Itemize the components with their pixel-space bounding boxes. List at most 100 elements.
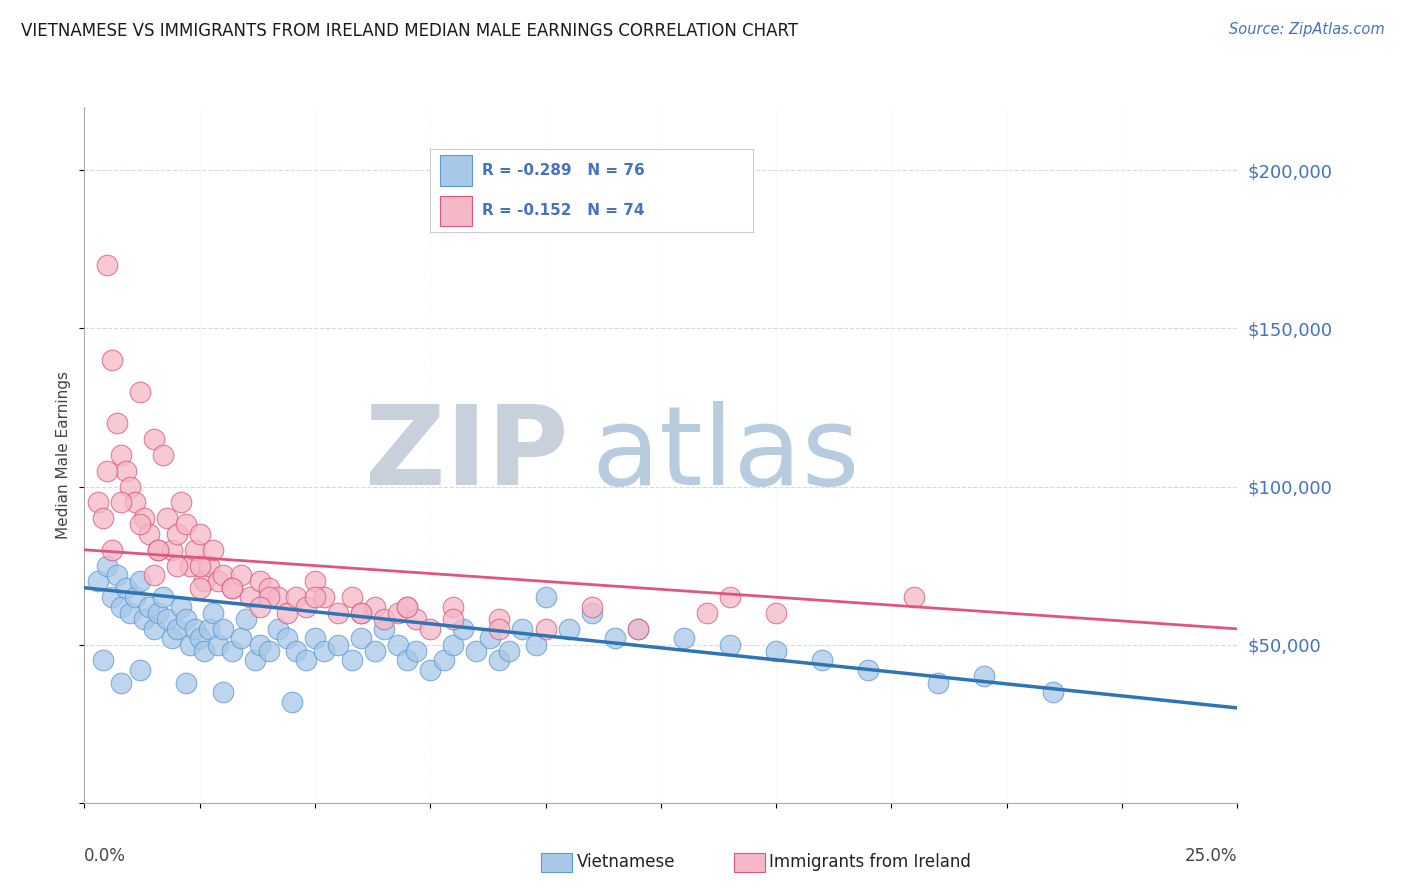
Point: [91, 511, 114, 525]
Point: [534, 591, 557, 605]
Point: [211, 685, 233, 699]
Point: [498, 644, 520, 658]
Point: [627, 622, 650, 636]
Point: [581, 599, 603, 614]
Point: [96, 258, 118, 272]
Point: [419, 663, 441, 677]
Point: [166, 558, 188, 573]
Point: [170, 599, 193, 614]
Point: [314, 591, 336, 605]
Point: [405, 612, 427, 626]
Point: [387, 638, 409, 652]
Point: [350, 632, 373, 646]
Point: [207, 574, 229, 589]
Point: [170, 495, 193, 509]
Text: Vietnamese: Vietnamese: [576, 853, 675, 871]
Point: [128, 517, 150, 532]
Point: [152, 591, 174, 605]
Point: [184, 622, 207, 636]
Point: [138, 527, 160, 541]
Text: VIETNAMESE VS IMMIGRANTS FROM IRELAND MEDIAN MALE EARNINGS CORRELATION CHART: VIETNAMESE VS IMMIGRANTS FROM IRELAND ME…: [21, 22, 799, 40]
Point: [156, 511, 179, 525]
Point: [202, 606, 225, 620]
Point: [188, 581, 211, 595]
Point: [91, 653, 114, 667]
Point: [110, 448, 132, 462]
Point: [120, 479, 142, 493]
Point: [101, 591, 124, 605]
Point: [304, 632, 326, 646]
Text: ZIP: ZIP: [366, 401, 568, 508]
Text: 25.0%: 25.0%: [1185, 847, 1237, 865]
Point: [927, 675, 949, 690]
Point: [433, 653, 456, 667]
Point: [267, 622, 290, 636]
Point: [166, 622, 188, 636]
Point: [134, 612, 156, 626]
Point: [267, 591, 290, 605]
Point: [285, 591, 308, 605]
Text: 0.0%: 0.0%: [84, 847, 127, 865]
Point: [146, 542, 169, 557]
Point: [294, 653, 316, 667]
Point: [973, 669, 995, 683]
Point: [441, 612, 464, 626]
Point: [718, 591, 741, 605]
Point: [221, 581, 243, 595]
Point: [235, 612, 257, 626]
Point: [672, 632, 695, 646]
Point: [396, 599, 419, 614]
Text: R = -0.152   N = 74: R = -0.152 N = 74: [482, 203, 644, 218]
Point: [184, 542, 207, 557]
Point: [124, 591, 146, 605]
Text: Source: ZipAtlas.com: Source: ZipAtlas.com: [1229, 22, 1385, 37]
Point: [451, 622, 474, 636]
Point: [557, 622, 579, 636]
Point: [387, 606, 409, 620]
Point: [198, 622, 221, 636]
Point: [326, 606, 349, 620]
Point: [152, 448, 174, 462]
Point: [276, 632, 298, 646]
Point: [128, 384, 150, 399]
Point: [128, 574, 150, 589]
Point: [110, 495, 132, 509]
Point: [488, 612, 510, 626]
Point: [134, 511, 156, 525]
Point: [396, 653, 419, 667]
Point: [249, 638, 271, 652]
Point: [101, 542, 124, 557]
Point: [211, 568, 233, 582]
Point: [231, 632, 253, 646]
Point: [1042, 685, 1064, 699]
Point: [96, 558, 118, 573]
Point: [350, 606, 373, 620]
Point: [179, 558, 201, 573]
Point: [811, 653, 834, 667]
Point: [110, 599, 132, 614]
Point: [765, 644, 787, 658]
Point: [105, 568, 128, 582]
Point: [903, 591, 925, 605]
Point: [231, 568, 253, 582]
Point: [405, 644, 427, 658]
Point: [441, 599, 464, 614]
Point: [202, 542, 225, 557]
Point: [146, 606, 169, 620]
Point: [198, 558, 221, 573]
Point: [276, 606, 298, 620]
Point: [115, 464, 138, 478]
Point: [156, 612, 179, 626]
Point: [105, 417, 128, 431]
Point: [115, 581, 138, 595]
Point: [193, 574, 215, 589]
Point: [239, 591, 262, 605]
Point: [188, 632, 211, 646]
Point: [249, 574, 271, 589]
Point: [160, 542, 183, 557]
Point: [257, 581, 280, 595]
Point: [221, 644, 243, 658]
Text: R = -0.289   N = 76: R = -0.289 N = 76: [482, 163, 644, 178]
FancyBboxPatch shape: [440, 195, 472, 226]
Text: Immigrants from Ireland: Immigrants from Ireland: [769, 853, 972, 871]
